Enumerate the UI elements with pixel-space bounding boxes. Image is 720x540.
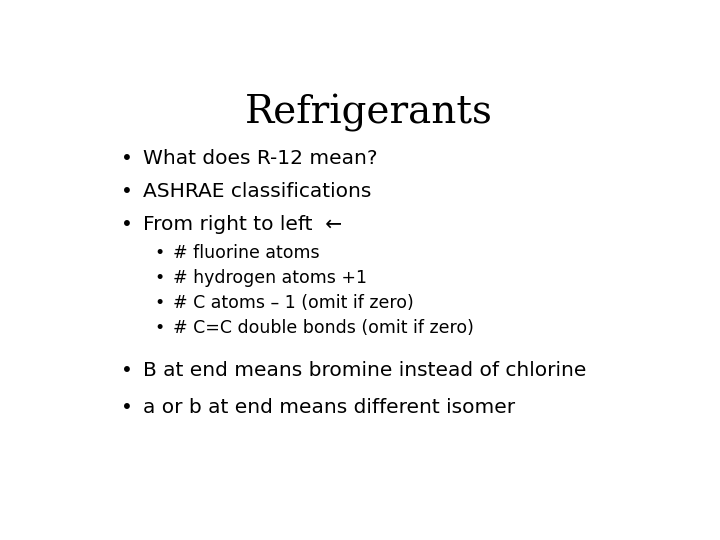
Text: •: • bbox=[121, 399, 132, 417]
Text: •: • bbox=[121, 149, 132, 168]
Text: B at end means bromine instead of chlorine: B at end means bromine instead of chlori… bbox=[143, 361, 586, 380]
Text: Refrigerants: Refrigerants bbox=[245, 94, 493, 132]
Text: •: • bbox=[121, 215, 132, 234]
Text: •: • bbox=[121, 182, 132, 201]
Text: What does R-12 mean?: What does R-12 mean? bbox=[143, 149, 377, 168]
Text: •: • bbox=[121, 361, 132, 380]
Text: ASHRAE classifications: ASHRAE classifications bbox=[143, 182, 372, 201]
Text: •: • bbox=[154, 269, 164, 287]
Text: •: • bbox=[154, 244, 164, 262]
Text: # C=C double bonds (omit if zero): # C=C double bonds (omit if zero) bbox=[173, 319, 474, 336]
Text: # C atoms – 1 (omit if zero): # C atoms – 1 (omit if zero) bbox=[173, 294, 413, 312]
Text: •: • bbox=[154, 319, 164, 336]
Text: a or b at end means different isomer: a or b at end means different isomer bbox=[143, 399, 515, 417]
Text: # fluorine atoms: # fluorine atoms bbox=[173, 244, 319, 262]
Text: From right to left  ←: From right to left ← bbox=[143, 215, 342, 234]
Text: •: • bbox=[154, 294, 164, 312]
Text: # hydrogen atoms +1: # hydrogen atoms +1 bbox=[173, 269, 366, 287]
